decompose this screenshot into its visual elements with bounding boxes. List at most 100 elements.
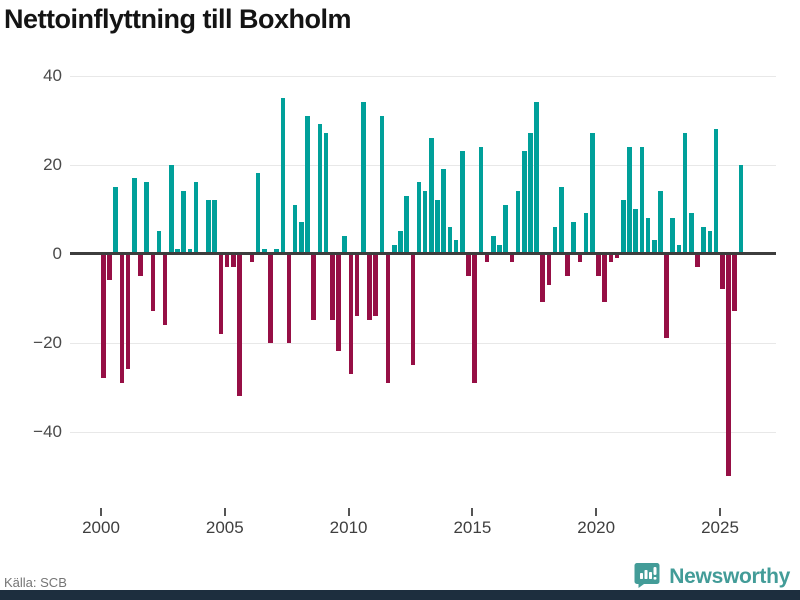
bar-2000-Q3 [113, 186, 118, 254]
bar-2024-Q3 [707, 231, 713, 254]
bar-2015-Q2 [478, 146, 484, 254]
gridline--40 [70, 431, 776, 433]
bar-2002-Q3 [162, 253, 168, 325]
bar-2004-Q4 [218, 253, 224, 334]
bar-2023-Q3 [682, 133, 688, 254]
bar-2023-Q2 [676, 244, 682, 254]
bar-2023-Q4 [689, 213, 694, 254]
bar-2015-Q3 [484, 253, 490, 263]
x-tick-label-2000: 2000 [82, 518, 120, 537]
bar-2021-Q4 [639, 146, 645, 254]
bar-2015-Q4 [490, 235, 496, 254]
bar-2014-Q4 [466, 253, 471, 276]
brand-lockup: Newsworthy [633, 560, 790, 593]
bar-2011-Q2 [379, 115, 385, 254]
bar-2016-Q1 [497, 244, 502, 254]
bar-2010-Q4 [367, 253, 372, 321]
bar-2014-Q1 [447, 226, 453, 254]
bar-2025-Q4 [738, 164, 744, 254]
bar-2006-Q4 [268, 253, 273, 343]
x-tick-label-2025: 2025 [701, 518, 739, 537]
bar-2008-Q4 [317, 124, 323, 254]
y-tick-label-20: 20 [43, 154, 62, 174]
bar-2012-Q1 [398, 231, 403, 254]
bar-2010-Q3 [360, 102, 366, 254]
bar-2002-Q2 [156, 231, 162, 254]
x-tick-label-2015: 2015 [453, 518, 492, 537]
bar-2022-Q4 [664, 253, 669, 339]
bar-2013-Q1 [422, 191, 428, 254]
gridline-20 [70, 164, 776, 166]
bar-2018-Q4 [565, 253, 570, 276]
gridline-40 [70, 75, 776, 77]
bar-2003-Q2 [181, 191, 187, 254]
x-tick-label-2020: 2020 [577, 518, 616, 537]
bar-2018-Q2 [552, 226, 558, 254]
x-tick-2010 [347, 508, 350, 516]
bar-2011-Q3 [385, 253, 391, 383]
bar-2004-Q2 [206, 200, 211, 254]
plot-area [70, 60, 776, 510]
bar-2023-Q1 [670, 217, 676, 254]
bar-2024-Q2 [701, 226, 707, 254]
y-tick-label-0: 0 [52, 243, 62, 263]
bar-2011-Q1 [373, 253, 378, 316]
bar-2006-Q2 [255, 173, 261, 254]
bar-2007-Q4 [292, 204, 298, 254]
bar-2010-Q2 [354, 253, 360, 316]
bar-2007-Q3 [286, 253, 292, 343]
x-tick-2000 [100, 508, 102, 516]
bar-2012-Q3 [410, 253, 416, 365]
bar-2009-Q2 [330, 253, 335, 321]
bar-2006-Q1 [249, 253, 255, 263]
bar-2021-Q3 [633, 209, 638, 254]
bar-2016-Q2 [503, 204, 508, 254]
y-tick-label-40: 40 [43, 65, 62, 85]
source-label: Källa: SCB [4, 575, 67, 590]
bar-2021-Q1 [620, 200, 626, 254]
bar-2003-Q1 [175, 249, 180, 254]
bar-2003-Q4 [193, 182, 199, 254]
gridline--20 [70, 342, 776, 344]
bar-2004-Q3 [212, 200, 217, 254]
bar-2013-Q3 [435, 200, 440, 254]
bar-2002-Q4 [169, 164, 174, 254]
bar-2010-Q1 [348, 253, 354, 374]
bar-2017-Q1 [521, 151, 527, 254]
bar-2020-Q2 [602, 253, 607, 303]
y-tick-label--40: −40 [33, 421, 62, 441]
bar-2014-Q3 [460, 151, 465, 254]
bar-2000-Q4 [119, 253, 125, 383]
bar-2002-Q1 [150, 253, 156, 312]
x-tick-label-2010: 2010 [329, 518, 368, 537]
bar-2015-Q1 [472, 253, 477, 383]
bar-2012-Q2 [404, 195, 409, 254]
bar-2020-Q1 [596, 253, 601, 276]
bar-2024-Q1 [695, 253, 700, 267]
bar-2022-Q1 [645, 217, 651, 254]
x-tick-label-2005: 2005 [205, 518, 244, 537]
bar-2020-Q4 [614, 253, 620, 258]
bar-2001-Q3 [138, 253, 143, 276]
bar-2019-Q1 [571, 222, 577, 254]
bar-2000-Q1 [101, 253, 106, 379]
bar-2022-Q2 [651, 240, 657, 254]
bar-2017-Q4 [540, 253, 546, 303]
bar-2017-Q2 [528, 133, 533, 254]
bar-2024-Q4 [713, 128, 719, 254]
bar-2019-Q2 [577, 253, 583, 263]
bar-2008-Q2 [305, 115, 310, 254]
bar-2005-Q2 [230, 253, 236, 267]
bar-2009-Q4 [342, 235, 347, 254]
zero-baseline [70, 252, 776, 255]
bar-2001-Q4 [144, 182, 149, 254]
bar-2025-Q3 [732, 253, 737, 312]
bar-2022-Q3 [658, 191, 663, 254]
bar-2025-Q2 [726, 253, 731, 476]
bar-2011-Q4 [391, 244, 397, 254]
bar-2005-Q1 [224, 253, 230, 267]
bar-2017-Q3 [534, 102, 539, 254]
bottom-brand-bar [0, 590, 800, 600]
bar-chart-speech-bubble-icon [633, 560, 661, 593]
